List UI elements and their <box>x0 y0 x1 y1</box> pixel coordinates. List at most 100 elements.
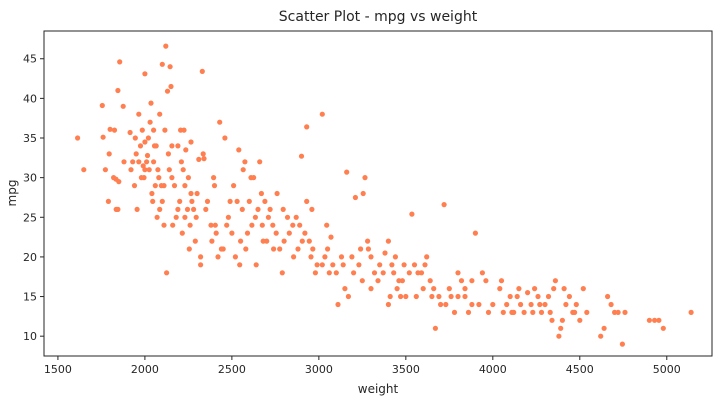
data-point <box>193 214 199 220</box>
data-point <box>159 61 165 67</box>
data-point <box>418 270 425 276</box>
data-point <box>432 325 438 331</box>
data-point <box>281 238 287 244</box>
data-point <box>601 325 607 331</box>
data-point <box>188 139 194 145</box>
data-point <box>227 198 233 204</box>
chart-title: Scatter Plot - mpg vs weight <box>279 9 478 25</box>
data-point <box>236 147 242 153</box>
data-point <box>525 290 531 296</box>
data-point <box>162 127 168 133</box>
data-point <box>171 183 178 189</box>
data-point <box>455 293 461 300</box>
data-point <box>177 198 183 204</box>
data-point <box>182 183 188 189</box>
data-point <box>401 262 407 268</box>
data-point <box>356 262 362 268</box>
data-point <box>191 206 197 212</box>
data-point <box>427 278 433 284</box>
data-point <box>308 254 314 260</box>
data-point <box>163 43 169 49</box>
data-point <box>274 190 280 197</box>
data-point <box>324 222 330 228</box>
data-point <box>302 230 308 236</box>
data-point <box>262 198 268 204</box>
data-point <box>371 270 378 276</box>
data-point <box>161 222 167 228</box>
data-point <box>359 278 365 284</box>
data-point <box>391 270 397 276</box>
data-point <box>504 301 510 308</box>
data-point <box>304 198 310 204</box>
data-point <box>622 309 628 315</box>
data-point <box>164 88 171 94</box>
data-point <box>462 293 468 300</box>
data-point <box>137 143 144 149</box>
data-point <box>128 167 134 173</box>
data-point <box>325 246 331 252</box>
data-point <box>413 293 419 300</box>
data-point <box>178 159 184 165</box>
data-point <box>443 301 449 308</box>
data-point <box>365 238 371 244</box>
data-point <box>646 317 653 323</box>
data-point <box>260 238 266 244</box>
data-point <box>335 301 341 308</box>
data-point <box>286 230 292 236</box>
x-tick-label: 4500 <box>566 363 594 376</box>
y-tick-label: 35 <box>23 132 37 145</box>
data-point <box>133 151 139 157</box>
data-point <box>310 246 316 252</box>
data-point <box>120 103 126 109</box>
data-point <box>115 206 121 212</box>
data-point <box>136 111 142 117</box>
data-point <box>215 254 221 260</box>
data-point <box>277 246 283 252</box>
y-tick-label: 25 <box>23 211 37 224</box>
data-point <box>258 190 264 197</box>
points-layer <box>75 43 694 347</box>
data-point <box>497 286 503 292</box>
data-point <box>309 206 315 212</box>
data-point <box>188 190 194 197</box>
data-point <box>344 169 350 175</box>
data-point <box>151 127 157 133</box>
data-point <box>411 262 418 268</box>
data-point <box>209 238 215 244</box>
data-point <box>319 262 325 268</box>
data-point <box>306 238 312 244</box>
data-point <box>561 286 567 292</box>
data-point <box>267 206 273 212</box>
data-point <box>377 262 383 268</box>
data-point <box>151 143 158 149</box>
data-point <box>208 222 214 228</box>
data-point <box>231 183 237 189</box>
data-point <box>248 175 254 181</box>
data-point <box>155 167 161 173</box>
data-point <box>105 198 111 204</box>
data-point <box>328 234 334 240</box>
data-point <box>538 309 545 315</box>
data-point <box>498 278 505 284</box>
data-point <box>368 254 374 260</box>
data-point <box>330 262 336 268</box>
x-tick-label: 2500 <box>218 363 246 376</box>
data-point <box>99 102 105 109</box>
data-point <box>138 175 144 181</box>
data-point <box>106 151 112 157</box>
data-point <box>532 286 538 292</box>
data-point <box>107 126 113 132</box>
data-point <box>198 254 204 260</box>
data-point <box>290 222 296 228</box>
data-point <box>389 262 395 268</box>
data-point <box>181 127 187 133</box>
data-point <box>584 309 590 315</box>
data-point <box>142 71 148 77</box>
data-point <box>295 246 301 252</box>
data-point <box>619 341 626 347</box>
data-point <box>244 230 251 236</box>
data-point <box>157 206 163 212</box>
data-point <box>140 163 146 169</box>
data-point <box>146 167 152 173</box>
